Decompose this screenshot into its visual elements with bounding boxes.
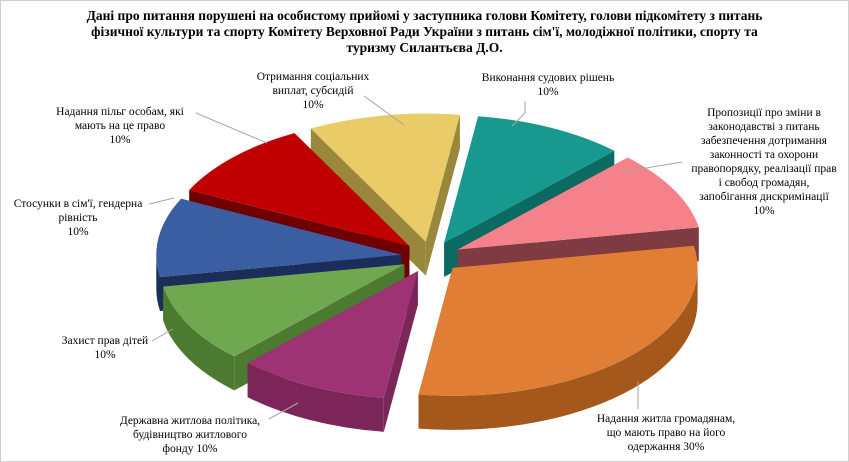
pie-slice-4-rim-wall [163, 286, 235, 391]
pie-slice-3-edge-wall-0 [383, 271, 418, 432]
leader-line-4 [151, 328, 174, 342]
pie-slice-label-1: Пропозиції про зміни в законодавстві з п… [691, 107, 837, 217]
pie-slice-5-top [156, 198, 402, 277]
leader-line-0 [511, 101, 526, 127]
pie-slice-label-0: Виконання судових рішень 10% [481, 72, 615, 98]
pie-slice-label-6: Надання пільг особам, які мають на це пр… [56, 106, 184, 146]
pie-slice-6-top [189, 133, 410, 247]
pie-slice-7-top [310, 113, 460, 242]
pie-slice-3-top [247, 271, 418, 398]
pie-slice-2-rim-wall [418, 267, 698, 430]
pie-slice-label-5: Стосунки в сім'ї, гендерна рівність 10% [13, 198, 143, 238]
pie-slice-label-2: Надання житла громадянам, що мають право… [596, 413, 736, 453]
chart-title: Дані про питання порушені на особистому … [86, 8, 763, 55]
pie-slice-label-7: Отримання соціальних виплат, субсидій 10… [256, 71, 370, 111]
leader-line-3 [268, 402, 299, 420]
pie-slice-1-top [457, 157, 699, 250]
leader-line-1 [621, 161, 683, 173]
pie-slice-0-top [444, 116, 615, 243]
pie-slice-4-top [163, 264, 405, 357]
pie-slice-label-4: Захист прав дітей 10% [61, 335, 149, 361]
pie-slice-7-edge-wall-1 [425, 114, 460, 276]
pie-slice-label-3: Державна житлова політика, будівництво ж… [119, 415, 261, 455]
leader-line-7 [363, 95, 405, 126]
pie-slice-5-rim-wall [156, 254, 160, 311]
pie-slice-2-top [418, 245, 698, 396]
pie-slice-3-rim-wall [247, 363, 384, 432]
leader-line-6 [195, 112, 268, 144]
leader-line-5 [148, 197, 175, 205]
